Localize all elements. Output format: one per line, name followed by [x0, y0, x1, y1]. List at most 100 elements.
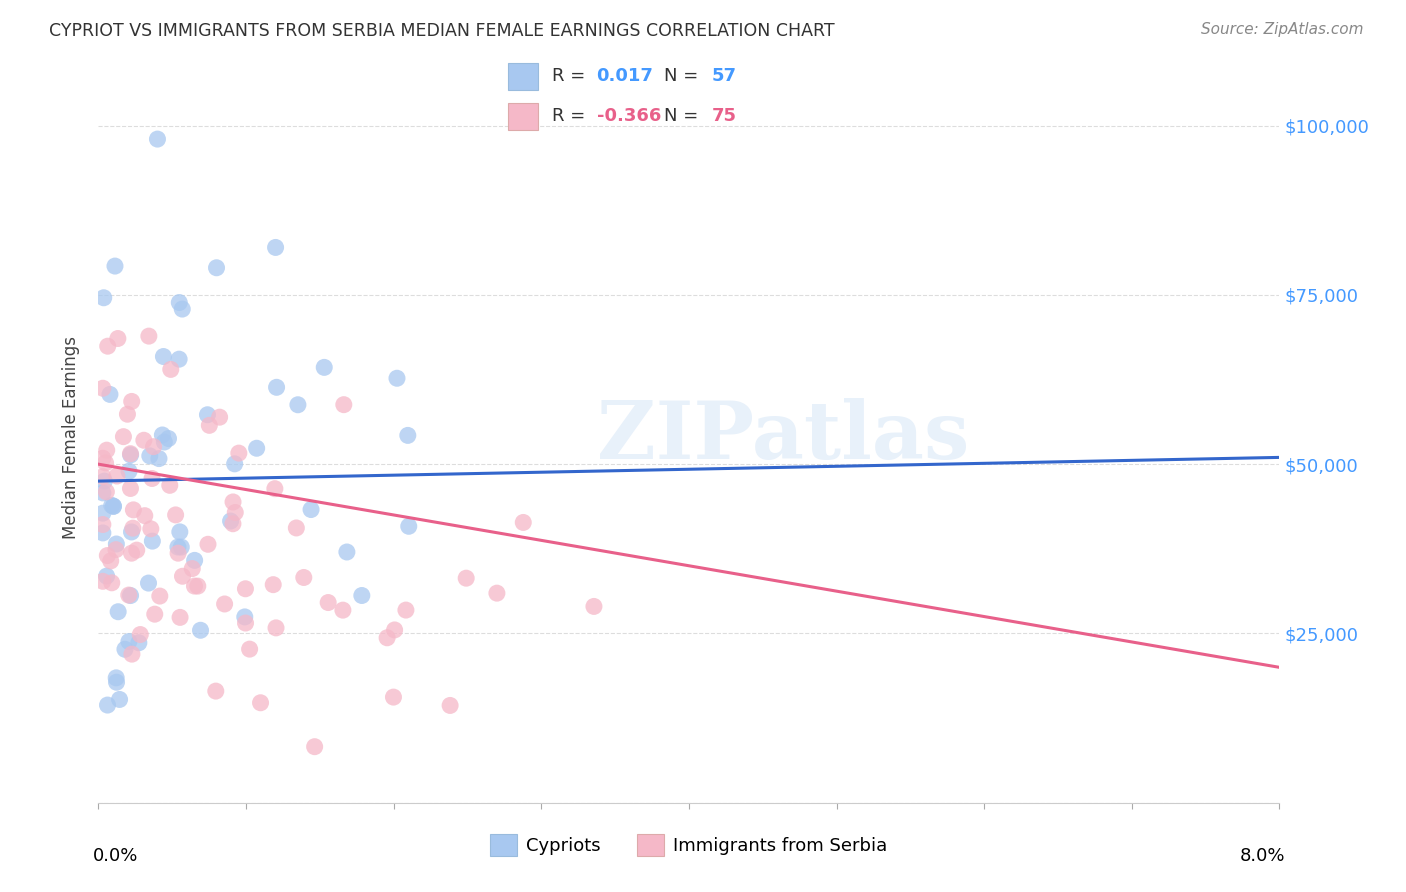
Point	[96, 443, 118, 458]
Point	[139, 522, 162, 536]
Point	[118, 634, 141, 648]
Point	[165, 508, 187, 522]
Point	[96, 698, 118, 712]
Point	[333, 398, 356, 412]
Point	[239, 642, 262, 657]
Point	[122, 503, 145, 517]
Text: CYPRIOT VS IMMIGRANTS FROM SERBIA MEDIAN FEMALE EARNINGS CORRELATION CHART: CYPRIOT VS IMMIGRANTS FROM SERBIA MEDIAN…	[49, 22, 835, 40]
Text: ZIPatlas: ZIPatlas	[598, 398, 970, 476]
Point	[222, 495, 245, 509]
Point	[107, 605, 129, 619]
Point	[224, 506, 246, 520]
Point	[141, 471, 163, 485]
Point	[122, 521, 145, 535]
Point	[100, 554, 122, 568]
Point	[157, 432, 180, 446]
Point	[219, 514, 242, 528]
Point	[316, 595, 339, 609]
Point	[112, 430, 135, 444]
Point	[128, 636, 150, 650]
Point	[96, 569, 118, 583]
Legend: Cypriots, Immigrants from Serbia: Cypriots, Immigrants from Serbia	[484, 827, 894, 863]
Point	[183, 579, 205, 593]
Point	[224, 457, 246, 471]
Point	[233, 610, 256, 624]
Point	[198, 418, 221, 433]
Point	[512, 516, 534, 530]
Text: R =: R =	[553, 68, 592, 86]
Point	[114, 642, 136, 657]
Point	[197, 537, 219, 551]
Point	[143, 607, 166, 622]
Point	[292, 570, 315, 584]
Point	[263, 482, 285, 496]
Point	[395, 603, 418, 617]
Point	[153, 435, 176, 450]
Text: R =: R =	[553, 107, 592, 125]
Point	[264, 240, 287, 254]
Point	[181, 561, 204, 575]
Point	[249, 696, 271, 710]
Point	[167, 352, 190, 367]
Point	[91, 469, 114, 483]
Point	[120, 447, 142, 461]
Point	[169, 524, 191, 539]
Point	[152, 350, 174, 364]
Point	[142, 440, 165, 454]
Point	[169, 610, 191, 624]
Point	[138, 576, 160, 591]
Point	[141, 534, 163, 549]
Point	[91, 574, 114, 589]
Point	[222, 516, 245, 531]
Point	[117, 407, 139, 421]
Point	[93, 474, 115, 488]
Point	[104, 259, 127, 273]
Point	[485, 586, 508, 600]
Point	[129, 627, 152, 641]
Point	[100, 575, 122, 590]
Point	[439, 698, 461, 713]
Point	[332, 603, 354, 617]
Point	[235, 582, 257, 596]
Point	[132, 434, 155, 448]
Point	[170, 540, 193, 554]
FancyBboxPatch shape	[508, 62, 537, 90]
Point	[167, 546, 190, 560]
Point	[118, 464, 141, 478]
Point	[91, 381, 114, 395]
Point	[139, 449, 162, 463]
Point	[235, 615, 257, 630]
Point	[304, 739, 326, 754]
Point	[121, 546, 143, 560]
Point	[262, 577, 284, 591]
Point	[375, 631, 398, 645]
Point	[148, 451, 170, 466]
Y-axis label: Median Female Earnings: Median Female Earnings	[62, 335, 80, 539]
Point	[104, 542, 127, 557]
Point	[107, 331, 129, 345]
Point	[98, 387, 121, 401]
Text: N =: N =	[665, 107, 704, 125]
Point	[103, 500, 125, 514]
Point	[91, 451, 114, 466]
Point	[100, 499, 122, 513]
Point	[197, 408, 219, 422]
Text: 75: 75	[711, 107, 737, 125]
Point	[172, 301, 194, 316]
Point	[214, 597, 236, 611]
Point	[91, 486, 114, 500]
Point	[125, 543, 148, 558]
Point	[398, 519, 420, 533]
Text: 0.017: 0.017	[596, 68, 654, 86]
Point	[91, 525, 114, 540]
Point	[205, 260, 228, 275]
Point	[314, 360, 336, 375]
Point	[204, 684, 226, 698]
Point	[246, 442, 269, 456]
Point	[134, 508, 156, 523]
Point	[159, 362, 181, 376]
Point	[138, 329, 160, 343]
Point	[172, 569, 194, 583]
Point	[103, 500, 125, 514]
Point	[96, 549, 118, 563]
